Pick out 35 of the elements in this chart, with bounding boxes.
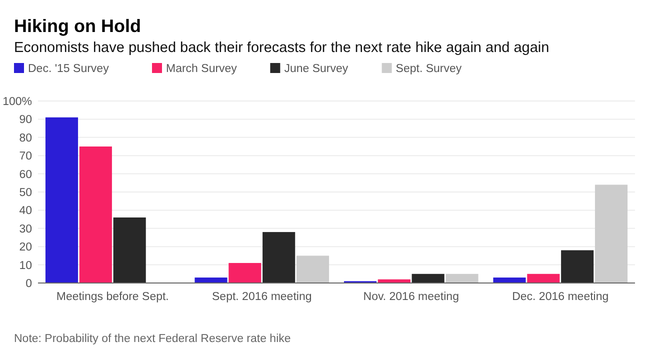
y-tick-label: 60 xyxy=(19,168,32,181)
bar xyxy=(561,250,594,283)
legend-label: Sept. Survey xyxy=(396,63,462,75)
x-tick-label: Sept. 2016 meeting xyxy=(212,291,312,303)
x-tick-label: Meetings before Sept. xyxy=(56,291,169,303)
bar xyxy=(113,217,146,283)
bar xyxy=(412,274,444,283)
bar xyxy=(446,274,478,283)
legend-label: Dec. '15 Survey xyxy=(28,63,110,75)
legend-label: March Survey xyxy=(166,63,238,75)
bar xyxy=(228,262,262,283)
bar xyxy=(527,274,560,283)
chart-subtitle: Economists have pushed back their forecasts for the next rate hike again and again xyxy=(14,40,550,56)
y-tick-label: 20 xyxy=(19,242,32,254)
bar xyxy=(296,256,330,283)
bar xyxy=(493,278,526,283)
y-tick-label: 70 xyxy=(19,150,32,163)
chart-title: Hiking on Hold xyxy=(14,16,141,36)
bar xyxy=(594,184,628,283)
y-tick-label: 10 xyxy=(19,260,32,272)
legend-label: June Survey xyxy=(284,63,348,75)
y-tick-label: 80 xyxy=(19,132,32,144)
y-tick-label: 90 xyxy=(19,114,32,126)
y-tick-label: 40 xyxy=(19,205,32,218)
bar xyxy=(262,232,296,283)
y-tick-label: 0 xyxy=(26,278,32,290)
bar xyxy=(79,146,112,283)
text: Note: Probability of the next Federal Reserve rate hike xyxy=(14,333,291,345)
y-tick-label: 100% xyxy=(2,96,32,108)
bar xyxy=(194,278,228,283)
x-tick-label: Dec. 2016 meeting xyxy=(512,291,609,303)
x-tick-label: Nov. 2016 meeting xyxy=(363,291,459,303)
y-tick-label: 50 xyxy=(19,187,32,199)
bar xyxy=(45,117,78,283)
y-tick-label: 30 xyxy=(19,223,32,236)
